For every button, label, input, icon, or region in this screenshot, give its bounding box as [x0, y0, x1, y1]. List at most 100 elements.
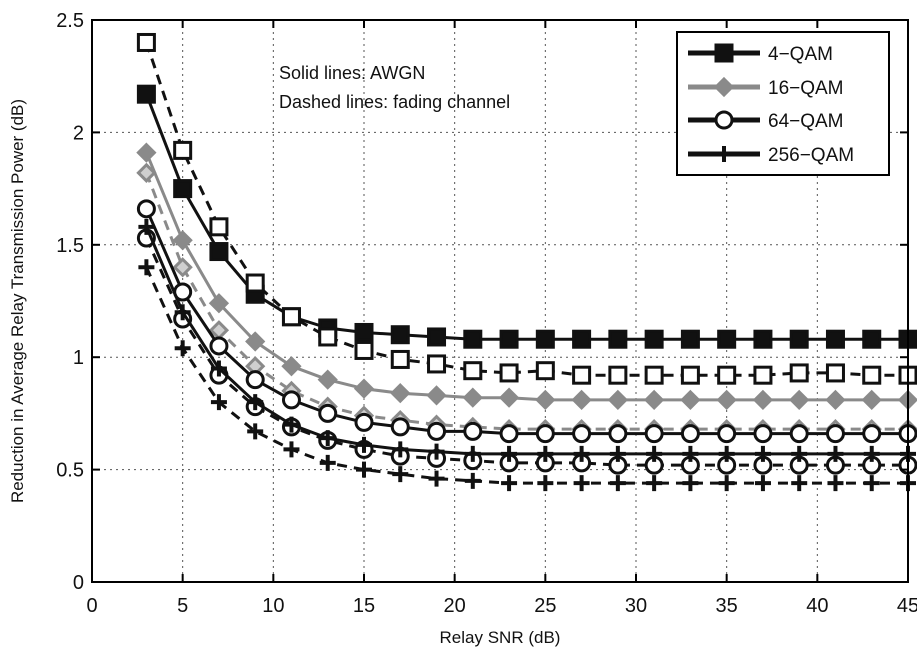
legend-label-16qam: 16−QAM	[768, 78, 844, 99]
data-point	[827, 475, 844, 492]
data-point	[427, 354, 447, 374]
data-point	[245, 331, 266, 352]
data-point	[172, 257, 193, 278]
data-point	[825, 389, 846, 411]
data-point	[427, 327, 447, 347]
data-point	[210, 394, 227, 411]
data-point	[247, 394, 264, 411]
data-point	[608, 365, 628, 385]
data-point	[245, 273, 265, 293]
data-point	[319, 454, 336, 471]
annotation-dashed: Dashed lines: fading channel	[279, 92, 510, 112]
data-point	[136, 142, 157, 163]
data-point	[247, 423, 264, 440]
data-point	[862, 365, 882, 385]
data-point	[174, 340, 191, 357]
data-point	[498, 387, 520, 408]
data-point	[680, 424, 700, 444]
y-tick-label: 0.5	[56, 460, 84, 482]
data-point	[718, 475, 735, 492]
data-point	[281, 356, 302, 377]
data-point	[173, 179, 193, 199]
data-point	[752, 389, 774, 411]
ticks	[91, 19, 909, 583]
data-point	[245, 370, 265, 390]
data-point	[428, 443, 445, 460]
data-point	[390, 417, 410, 437]
x-tick-label: 15	[353, 595, 375, 617]
data-point	[463, 361, 483, 381]
series-line	[144, 42, 908, 377]
series-line	[145, 208, 908, 436]
data-point	[754, 475, 771, 492]
y-tick-label: 2.5	[56, 10, 84, 32]
y-tick-label: 2	[73, 122, 84, 144]
legend-entries	[688, 43, 760, 162]
x-tick-label: 45	[897, 595, 917, 617]
data-point	[825, 329, 845, 349]
series-line	[145, 226, 908, 456]
data-point	[462, 387, 483, 408]
series-4	[136, 199, 917, 444]
series-line	[145, 152, 908, 402]
legend-label-256qam: 256−QAM	[768, 145, 854, 166]
data-point	[173, 140, 193, 160]
data-point	[138, 259, 155, 276]
tick-labels: 0 5 10 15 20 25 30 35 40 45 0 0.5 1 1.5 2 2.5	[56, 10, 917, 617]
data-point	[319, 430, 336, 447]
data-point	[390, 349, 410, 369]
series-line	[145, 266, 908, 485]
data-point	[208, 293, 230, 314]
data-point	[717, 329, 737, 349]
data-point	[535, 361, 555, 381]
annotation-solid: Solid lines: AWGN	[279, 63, 425, 83]
data-point	[136, 32, 156, 52]
data-point	[862, 329, 882, 349]
data-point	[392, 466, 409, 483]
data-point	[644, 365, 664, 385]
x-tick-label: 0	[86, 595, 97, 617]
data-point	[753, 329, 773, 349]
legend-marker	[713, 76, 735, 98]
data-point	[682, 475, 699, 492]
data-point	[789, 424, 809, 444]
data-point	[499, 424, 519, 444]
series-line	[144, 93, 908, 341]
legend-marker	[716, 146, 732, 162]
data-point	[353, 378, 375, 399]
data-point	[138, 218, 155, 235]
data-point	[390, 383, 411, 404]
data-point	[464, 445, 481, 462]
data-point	[463, 329, 483, 349]
data-point	[572, 329, 592, 349]
data-point	[607, 389, 628, 411]
legend-label-4qam: 4−QAM	[768, 44, 833, 65]
data-point	[136, 84, 156, 104]
x-axis-label: Relay SNR (dB)	[440, 628, 561, 647]
data-point	[644, 329, 664, 349]
data-point	[464, 472, 481, 489]
data-point	[862, 424, 882, 444]
data-point	[825, 363, 845, 383]
data-point	[573, 475, 590, 492]
data-point	[426, 385, 447, 406]
data-point	[209, 242, 229, 262]
data-point	[283, 416, 300, 433]
y-tick-label: 0	[73, 572, 84, 594]
data-point	[572, 424, 592, 444]
series-6	[138, 218, 916, 462]
data-point	[827, 445, 844, 462]
legend-marker	[714, 43, 734, 63]
data-point	[791, 445, 808, 462]
data-point	[573, 445, 590, 462]
data-point	[572, 365, 592, 385]
data-point	[499, 329, 519, 349]
x-tick-label: 35	[716, 595, 738, 617]
y-tick-label: 1.5	[56, 235, 84, 257]
data-point	[428, 470, 445, 487]
data-point	[716, 389, 737, 411]
data-point	[356, 461, 372, 478]
data-point	[392, 441, 409, 458]
data-point	[680, 389, 701, 411]
